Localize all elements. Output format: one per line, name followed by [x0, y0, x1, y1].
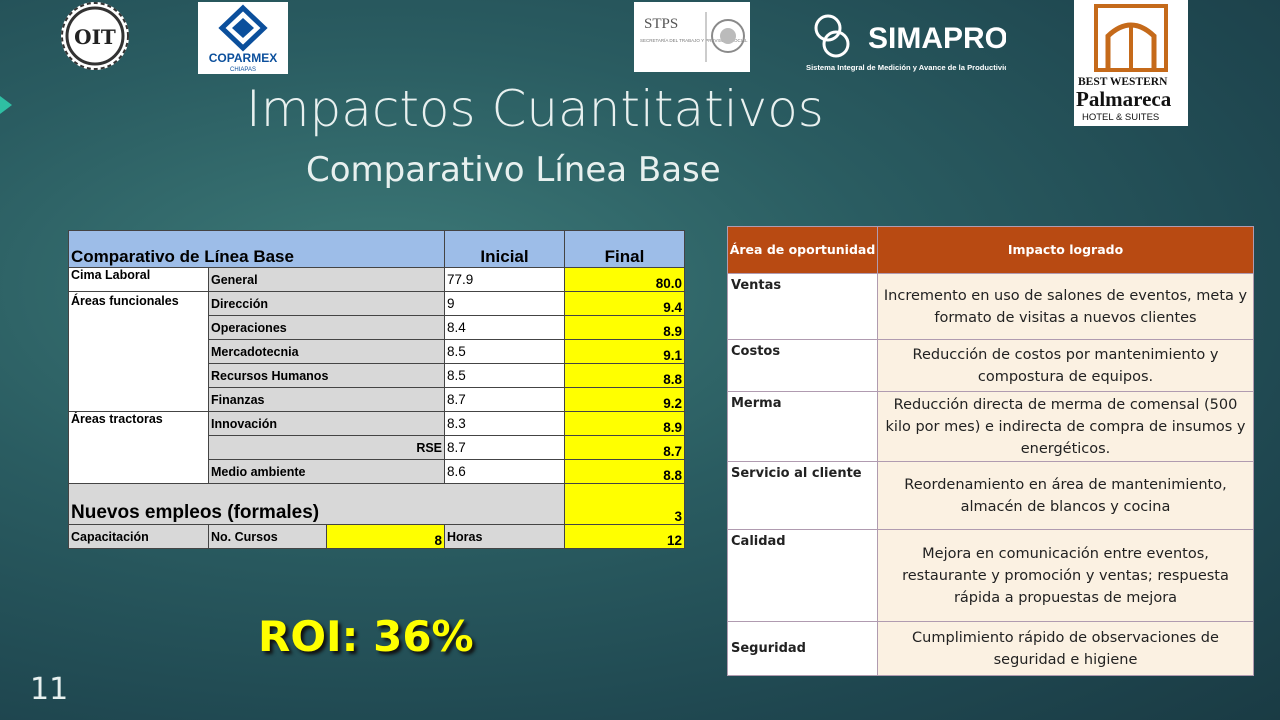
oit-logo: OIT [52, 0, 138, 74]
subarea-label: Mercadotecnia [207, 339, 446, 364]
stps-logo-sub: SECRETARÍA DEL TRABAJO Y PREVISIÓN SOCIA… [640, 37, 748, 43]
table-row: Finanzas 8.7 9.2 [69, 387, 686, 412]
subarea-label: Finanzas [207, 387, 446, 412]
inicial-value: 77.9 [444, 267, 566, 292]
area-label: Merma [727, 391, 878, 462]
empleos-label: Nuevos empleos (formales) [67, 483, 566, 525]
table-row: Costos Reducción de costos por mantenimi… [727, 339, 1254, 392]
final-value: 8.9 [564, 315, 686, 340]
stps-logo: STPS SECRETARÍA DEL TRABAJO Y PREVISIÓN … [634, 2, 750, 72]
table-row: Merma Reducción directa de merma de come… [727, 391, 1254, 462]
title-accent-arrow-icon [0, 96, 12, 114]
table-row: Operaciones 8.4 8.9 [69, 315, 686, 340]
cursos-value: 8 [325, 524, 446, 549]
table-header-row: Comparativo de Línea Base Inicial Final [67, 230, 686, 268]
table-row: Cima Laboral General 77.9 80.0 [68, 267, 686, 292]
impact-text: Reducción directa de merma de comensal (… [877, 391, 1254, 462]
inicial-value: 8.4 [444, 315, 566, 340]
table-row-capacitacion: Capacitación No. Cursos 8 Horas 12 [68, 524, 686, 549]
inicial-value: 8.5 [444, 339, 566, 364]
impact-text: Reordenamiento en área de mantenimiento,… [877, 461, 1254, 530]
simapro-logo-sub: Sistema Integral de Medición y Avance de… [806, 63, 1006, 72]
capacitacion-label: Capacitación [68, 524, 209, 549]
table-row: Recursos Humanos 8.5 8.8 [69, 363, 686, 388]
cursos-label: No. Cursos [208, 524, 327, 549]
inicial-value: 9 [444, 291, 566, 316]
best-western-line1: BEST WESTERN [1078, 76, 1168, 88]
simapro-logo: SIMAPRO Sistema Integral de Medición y A… [806, 8, 1018, 76]
header-impacto: Impacto logrado [877, 226, 1254, 274]
inicial-value: 8.5 [444, 363, 566, 388]
coparmex-logo-text: COPARMEX [209, 51, 277, 65]
area-label: Seguridad [727, 621, 878, 676]
coparmex-logo: COPARMEX CHIAPAS [198, 2, 288, 74]
final-value: 80.0 [564, 267, 686, 292]
final-value: 8.7 [564, 435, 686, 460]
impact-text: Cumplimiento rápido de observaciones de … [877, 621, 1254, 676]
table-row: Servicio al cliente Reordenamiento en ár… [727, 461, 1254, 530]
table-row: Áreas tractoras Innovación 8.3 8.9 [68, 411, 686, 484]
header-final: Final [564, 230, 686, 268]
oit-logo-text: OIT [74, 25, 116, 49]
impact-text: Incremento en uso de salones de eventos,… [877, 273, 1254, 340]
table-row-empleos: Nuevos empleos (formales) 3 [67, 483, 686, 525]
horas-value: 12 [564, 524, 686, 549]
impact-text: Mejora en comunicación entre eventos, re… [877, 529, 1254, 622]
table-row: Ventas Incremento en uso de salones de e… [727, 273, 1254, 340]
final-value: 9.4 [564, 291, 686, 316]
table-row: Seguridad Cumplimiento rápido de observa… [727, 621, 1254, 676]
area-label: Ventas [727, 273, 878, 340]
final-value: 9.1 [564, 339, 686, 364]
baseline-comparison-table: Comparativo de Línea Base Inicial Final … [67, 230, 686, 549]
best-western-line2: Palmareca [1076, 87, 1172, 111]
area-label: Servicio al cliente [727, 461, 878, 530]
area-label: Calidad [727, 529, 878, 622]
header-label: Comparativo de Línea Base [67, 230, 446, 268]
stps-logo-text: STPS [644, 16, 678, 32]
subarea-label: Operaciones [207, 315, 446, 340]
inicial-value: 8.3 [444, 411, 566, 436]
group-label: Áreas funcionales [68, 291, 209, 412]
table-row: Áreas funcionales Dirección 9 9.4 [68, 291, 686, 412]
subarea-label: RSE [207, 435, 446, 460]
header-inicial: Inicial [444, 230, 566, 268]
best-western-logo: BEST WESTERN Palmareca HOTEL & SUITES [1074, 0, 1188, 126]
final-value: 9.2 [564, 387, 686, 412]
group-label: Cima Laboral [68, 267, 209, 292]
subarea-label: Innovación [207, 411, 446, 436]
impact-table: Área de oportunidad Impacto logrado Vent… [727, 226, 1254, 676]
table-row: Calidad Mejora en comunicación entre eve… [727, 529, 1254, 622]
roi-label: ROI: 36% [258, 612, 474, 661]
page-number: 11 [30, 672, 69, 707]
coparmex-logo-sub: CHIAPAS [230, 67, 256, 73]
impact-text: Reducción de costos por mantenimiento y … [877, 339, 1254, 392]
horas-label: Horas [444, 524, 566, 549]
subarea-label: Medio ambiente [207, 459, 446, 484]
final-value: 8.9 [564, 411, 686, 436]
header-area: Área de oportunidad [727, 226, 878, 274]
subarea-label: General [207, 267, 446, 292]
inicial-value: 8.7 [444, 435, 566, 460]
table-row: Medio ambiente 8.6 8.8 [69, 459, 686, 484]
page-title: Impactos Cuantitativos [0, 80, 946, 138]
table-row: RSE 8.7 8.7 [69, 435, 686, 460]
page-title-text: Impactos Cuantitativos [246, 80, 824, 138]
table-row: Mercadotecnia 8.5 9.1 [69, 339, 686, 364]
empleos-value: 3 [564, 483, 686, 525]
subarea-label: Dirección [207, 291, 446, 316]
group-label: Áreas tractoras [68, 411, 209, 484]
subarea-label: Recursos Humanos [207, 363, 446, 388]
final-value: 8.8 [564, 459, 686, 484]
simapro-logo-text: SIMAPRO [868, 22, 1006, 55]
area-label: Costos [727, 339, 878, 392]
page-subtitle: Comparativo Línea Base [306, 150, 721, 190]
inicial-value: 8.6 [444, 459, 566, 484]
impact-header-row: Área de oportunidad Impacto logrado [727, 226, 1254, 274]
best-western-line3: HOTEL & SUITES [1082, 112, 1159, 123]
final-value: 8.8 [564, 363, 686, 388]
inicial-value: 8.7 [444, 387, 566, 412]
